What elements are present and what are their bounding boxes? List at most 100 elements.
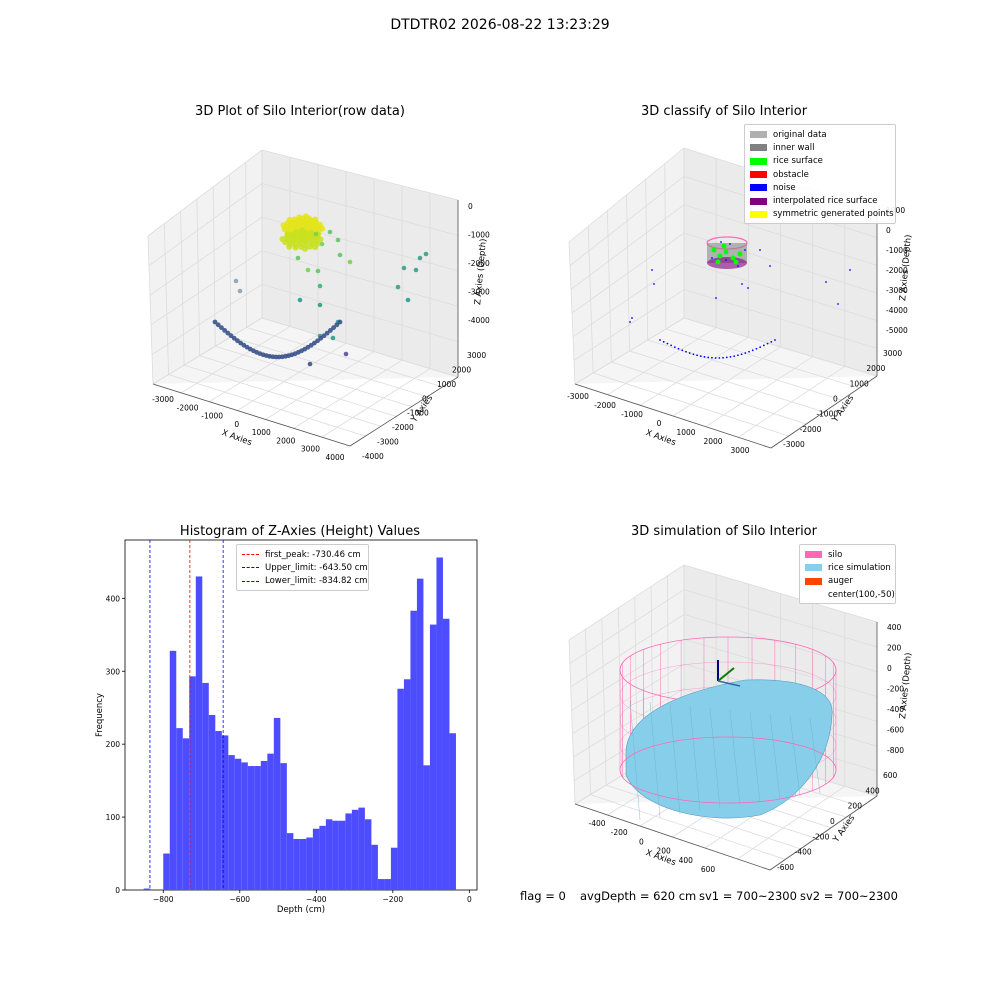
tick-label: 0 <box>639 837 644 846</box>
data-point <box>297 297 303 303</box>
rice-surface <box>625 679 833 819</box>
x-axis-label: Depth (cm) <box>277 905 325 915</box>
legend-label: auger <box>828 576 853 587</box>
rice-mesh-line <box>729 709 741 806</box>
rice-surface-point <box>717 253 723 259</box>
legend-entry: noise <box>750 181 890 194</box>
histogram-bar <box>293 838 300 890</box>
histogram-bar <box>267 753 274 890</box>
noise-point <box>737 265 739 267</box>
legend-entry: center(100,-50) <box>805 588 895 601</box>
tick-label: 600 <box>701 865 716 874</box>
simulation-plot-title: 3D simulation of Silo Interior <box>631 524 817 539</box>
tick-label: -3000 <box>152 395 174 404</box>
data-point <box>233 278 239 284</box>
axis-label: Frequency <box>95 693 105 737</box>
histogram-bar <box>397 688 404 890</box>
grid-line <box>606 210 612 363</box>
grid-line <box>180 211 185 366</box>
data-point <box>330 335 336 341</box>
tick-label: -1000 <box>886 246 908 255</box>
noise-point <box>699 355 702 358</box>
grid-line <box>246 327 443 388</box>
grid-line <box>647 339 842 401</box>
tick-label: 400 <box>679 856 694 865</box>
grid-line <box>184 364 381 427</box>
noise-point <box>744 249 746 251</box>
rice-mesh-line <box>749 711 761 803</box>
histogram-bar <box>351 809 359 890</box>
flag-text: flag = 0 <box>520 889 566 903</box>
grid-line <box>147 149 263 237</box>
histogram-bar <box>410 610 417 890</box>
tick-label: -200 <box>887 685 904 694</box>
rice-mesh-line <box>669 703 681 815</box>
tick-label: 2000 <box>276 436 295 445</box>
legend-entry: Lower_limit: -834.82 cm <box>242 575 367 588</box>
data-point <box>225 330 231 336</box>
tick-label: 200 <box>848 802 863 811</box>
legend-swatch <box>750 131 767 139</box>
legend-swatch <box>750 197 767 205</box>
grid-line <box>261 284 459 342</box>
noise-point <box>759 249 761 251</box>
data-point <box>324 330 330 336</box>
data-point <box>308 229 315 236</box>
legend-swatch <box>750 184 767 192</box>
legend-swatch <box>750 171 767 179</box>
noise-point <box>711 257 713 259</box>
tick-label: -4000 <box>468 316 490 325</box>
rice-surface-point <box>733 259 739 265</box>
data-point <box>343 351 349 357</box>
tick-label: 600 <box>883 771 898 780</box>
noise-point <box>837 303 839 305</box>
data-point <box>321 333 327 339</box>
histogram-bar <box>182 738 190 890</box>
axis-line <box>769 795 878 871</box>
legend-label: silo <box>828 549 843 560</box>
tick-label: 2000 <box>866 364 885 373</box>
noise-point <box>762 344 765 347</box>
grid-line <box>215 345 412 407</box>
histogram-bar <box>436 557 443 890</box>
sv1-text: sv1 = 700~2300 <box>699 889 797 903</box>
legend-label: obstacle <box>773 169 809 180</box>
noise-point <box>718 357 721 359</box>
rice-mesh-line <box>629 699 641 821</box>
noise-point <box>653 283 655 285</box>
legend-label: rice simulation <box>828 562 891 573</box>
histogram-bar <box>442 618 450 890</box>
noise-point <box>769 265 771 267</box>
noise-point <box>651 269 653 271</box>
tick-label: 1000 <box>252 428 271 437</box>
silo-bottom-rim <box>619 736 837 804</box>
noise-point <box>748 350 750 353</box>
tick-label: -1000 <box>201 412 223 421</box>
legend-swatch <box>242 580 259 582</box>
data-point <box>347 259 353 265</box>
noise-point <box>631 317 633 319</box>
noise-point <box>747 287 749 289</box>
histogram-bar <box>423 765 430 890</box>
noise-point <box>755 347 758 350</box>
data-point <box>228 333 234 339</box>
histogram-bar <box>273 717 281 890</box>
tick-label: -2000 <box>177 403 199 412</box>
histogram-bar <box>195 576 203 890</box>
data-point <box>302 245 309 252</box>
data-point <box>417 255 423 261</box>
legend-swatch <box>805 564 822 572</box>
tick-label: 3000 <box>467 351 486 360</box>
raw-plot-title: 3D Plot of Silo Interior(row data) <box>195 104 405 119</box>
legend-swatch <box>750 210 767 218</box>
tick-label: -1000 <box>468 231 490 240</box>
histogram-bar <box>449 733 456 890</box>
data-point <box>237 288 243 294</box>
data-point <box>296 214 303 221</box>
data-point <box>319 241 325 247</box>
rice-surface-point <box>721 243 727 249</box>
tick-label: 3000 <box>730 446 749 455</box>
grid-line <box>664 163 667 330</box>
data-point <box>317 236 324 243</box>
